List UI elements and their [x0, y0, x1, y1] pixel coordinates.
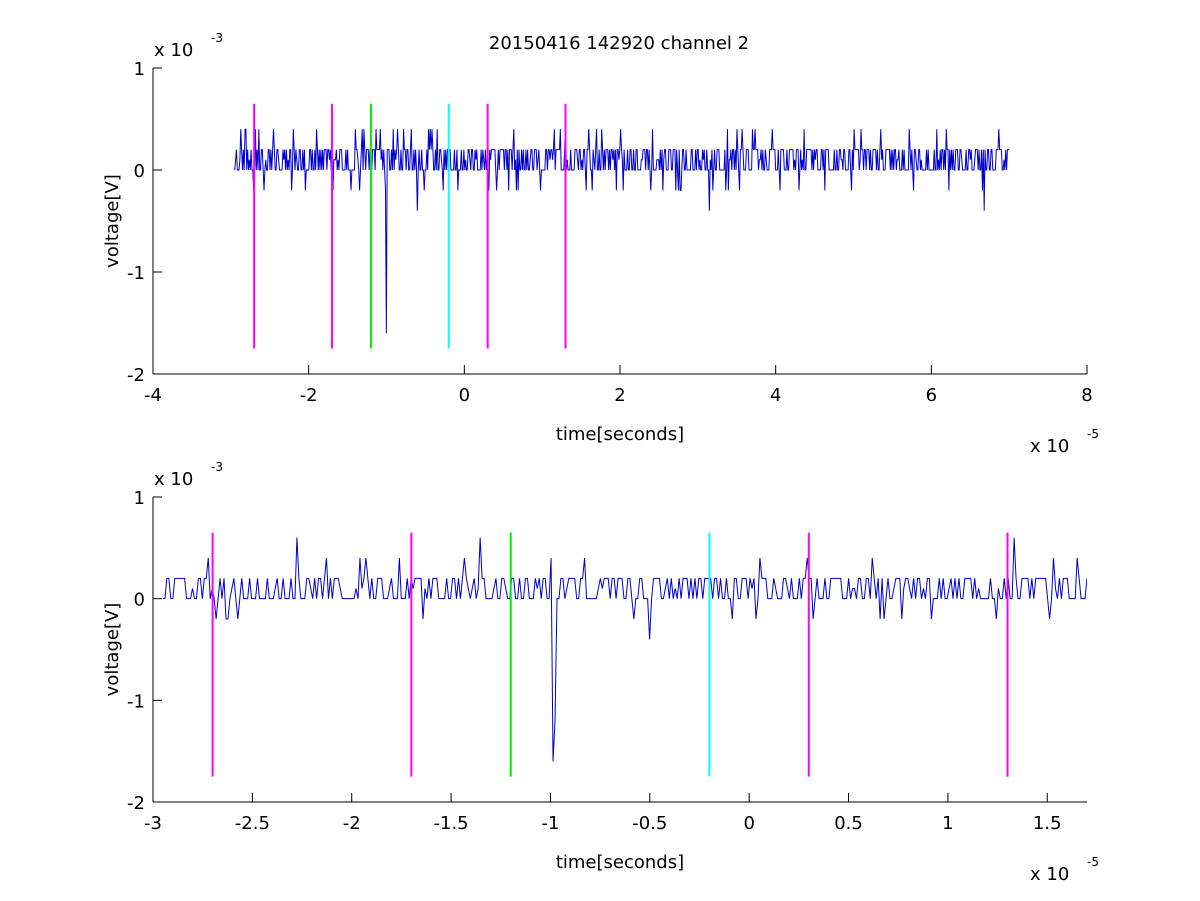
x-tick-label: 2	[614, 385, 625, 406]
y-tick-label: -1	[127, 691, 145, 712]
x-tick-label: 1.5	[1033, 813, 1062, 834]
x-tick-label: 6	[926, 385, 937, 406]
x-tick-label: 0.5	[834, 813, 863, 834]
x-tick-label: 4	[770, 385, 781, 406]
bottom-plot: -3 -2.5 -2 -1.5 -1 -0.5 0 0.5 1 1.5 -2 -1 0 1 time[sec…	[102, 460, 1099, 885]
y-tick-label: 1	[134, 59, 145, 80]
x-tick-label: -2	[300, 385, 318, 406]
x-axis-label: time[seconds]	[556, 424, 684, 445]
voltage-trace	[162, 537, 1087, 762]
x-tick-label: -4	[144, 385, 162, 406]
voltage-trace	[234, 118, 1010, 334]
x-tick-label: -1	[541, 813, 559, 834]
y-tick-label: -2	[127, 365, 145, 386]
x-tick-label: -2.5	[235, 813, 270, 834]
x-tick-label: 0	[743, 813, 754, 834]
y-tick-label: 0	[134, 590, 145, 611]
y-exponent-power: -3	[211, 460, 223, 474]
y-tick-label: -1	[127, 263, 145, 284]
x-tick-label: -0.5	[632, 813, 667, 834]
y-exponent-label: x 10	[154, 40, 193, 61]
x-tick-label: 8	[1081, 385, 1092, 406]
y-tick-label: 1	[134, 488, 145, 509]
x-tick-label: -2	[343, 813, 361, 834]
x-tick-label: -3	[144, 813, 162, 834]
x-exponent-label: x 10	[1030, 864, 1069, 885]
figure-title: 20150416 142920 channel 2	[489, 33, 749, 54]
x-tick-label: 0	[459, 385, 470, 406]
x-exponent-power: -5	[1087, 855, 1099, 869]
y-tick-label: -2	[127, 793, 145, 814]
x-tick-label: 1	[942, 813, 953, 834]
y-tick-label: 0	[134, 161, 145, 182]
y-axis-label: voltage[V]	[102, 603, 123, 697]
y-exponent-label: x 10	[154, 469, 193, 490]
x-exponent-power: -5	[1087, 427, 1099, 441]
y-exponent-power: -3	[211, 31, 223, 45]
top-plot: -4 -2 0 2 4 6 8-2-101time[seconds]voltage[V]x …	[102, 31, 1099, 457]
y-axis-label: voltage[V]	[102, 174, 123, 268]
x-exponent-label: x 10	[1030, 436, 1069, 457]
x-axis-label: time[seconds]	[556, 852, 684, 873]
x-tick-label: -1.5	[434, 813, 469, 834]
